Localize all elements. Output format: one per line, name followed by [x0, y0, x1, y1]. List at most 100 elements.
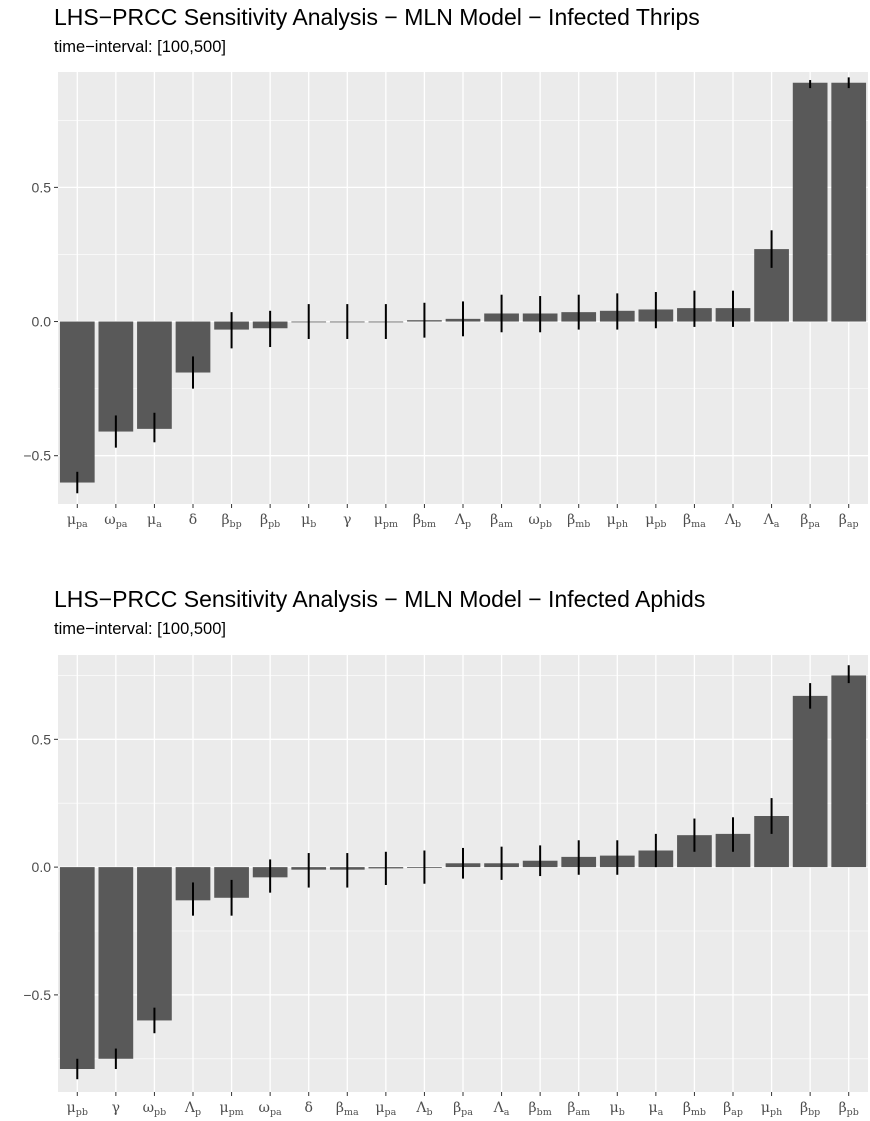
x-tick-subscript: pb: [154, 1107, 166, 1118]
chart-panel-aphids: LHS−PRCC Sensitivity Analysis − MLN Mode…: [0, 582, 870, 1121]
x-tick-subscript: pa: [76, 519, 88, 530]
x-tick-label: βma: [336, 1100, 359, 1118]
bar: [792, 695, 828, 868]
x-tick-subscript: b: [310, 519, 316, 530]
x-tick-subscript: mb: [691, 1107, 706, 1118]
x-tick-subscript: ph: [616, 519, 628, 530]
x-tick-label: Λp: [184, 1100, 201, 1118]
x-tick-subscript: bm: [421, 519, 436, 530]
x-tick-label: μpm: [219, 1100, 243, 1118]
y-tick-label: −0.5: [23, 987, 51, 1003]
x-tick-label: βbp: [221, 512, 241, 530]
plot-area-aphids: −0.5 0.0 0.5 μpb γ ωpb Λp μpm ωpa δ βma μpa Λb βpa Λa β…: [23, 655, 868, 1118]
x-tick-subscript: pb: [540, 519, 552, 530]
x-tick-subscript: mb: [575, 519, 590, 530]
x-tick-label: ωpb: [143, 1100, 167, 1118]
x-tick-subscript: am: [498, 519, 513, 530]
x-tick-label: βpa: [800, 512, 820, 530]
x-tick-subscript: pa: [385, 1107, 397, 1118]
x-tick-label: βpa: [453, 1100, 473, 1118]
x-tick-subscript: p: [195, 1107, 201, 1118]
x-tick-label: μph: [761, 1100, 782, 1118]
y-tick-label: 0.5: [32, 731, 52, 747]
x-tick-subscript: bp: [808, 1107, 820, 1118]
x-tick-subscript: pa: [116, 519, 128, 530]
x-tick-subscript: ph: [770, 1107, 782, 1118]
x-tick-label: γ: [112, 1100, 120, 1116]
x-tick-subscript: b: [426, 1107, 432, 1118]
x-tick-label: ωpa: [104, 512, 128, 530]
x-tick-label: μa: [147, 512, 162, 530]
bar: [59, 321, 95, 483]
chart-title: LHS−PRCC Sensitivity Analysis − MLN Mode…: [54, 4, 700, 30]
chart-subtitle: time−interval: [100,500]: [54, 38, 226, 56]
x-tick-label: μpa: [375, 1100, 396, 1118]
x-tick-label: βap: [723, 1100, 743, 1118]
x-tick-subscript: ap: [731, 1107, 743, 1118]
chart-title: LHS−PRCC Sensitivity Analysis − MLN Mode…: [54, 586, 706, 612]
x-tick-subscript: ap: [847, 519, 859, 530]
x-tick-label: μph: [607, 512, 628, 530]
x-tick-label: ωpb: [528, 512, 552, 530]
x-tick-subscript: pm: [229, 1107, 244, 1118]
x-tick-subscript: ma: [691, 519, 706, 530]
x-tick-label: δ: [304, 1100, 312, 1116]
bar: [137, 867, 172, 1021]
bar: [831, 82, 867, 322]
chart-subtitle: time−interval: [100,500]: [54, 620, 226, 638]
x-tick-subscript: pb: [76, 1107, 88, 1118]
x-tick-subscript: b: [735, 519, 741, 530]
x-tick-label: Λa: [763, 512, 780, 530]
x-tick-label: βmb: [683, 1100, 706, 1118]
bar: [98, 867, 134, 1059]
y-tick-label: 0.0: [32, 314, 52, 330]
plot-area-thrips: −0.5 0.0 0.5 μpa ωpa μa δ βbp βpb μb γ μpm βbm Λp βam ω…: [23, 72, 868, 530]
x-tick-label: Λb: [415, 1100, 432, 1118]
y-tick-label: −0.5: [23, 448, 51, 464]
x-tick-label: μa: [648, 1100, 663, 1118]
x-tick-subscript: am: [575, 1107, 590, 1118]
x-tick-subscript: pb: [654, 519, 666, 530]
x-tick-label: δ: [189, 512, 197, 528]
x-tick-label: μb: [301, 512, 316, 530]
x-tick-label: βpb: [260, 512, 280, 530]
x-tick-subscript: pa: [808, 519, 820, 530]
x-tick-label: βmb: [567, 512, 590, 530]
x-tick-label: Λp: [454, 512, 471, 530]
chart-panel-thrips: LHS−PRCC Sensitivity Analysis − MLN Mode…: [0, 0, 870, 555]
x-tick-label: βam: [490, 512, 513, 530]
x-tick-subscript: pb: [847, 1107, 859, 1118]
x-tick-label: μpm: [374, 512, 398, 530]
y-tick-label: 0.0: [32, 859, 52, 875]
x-tick-label: βbm: [413, 512, 436, 530]
x-tick-subscript: pa: [270, 1107, 282, 1118]
x-tick-label: βma: [683, 512, 706, 530]
x-tick-subscript: bm: [537, 1107, 552, 1118]
x-tick-label: μpb: [67, 1100, 88, 1118]
x-tick-label: βbp: [800, 1100, 820, 1118]
x-tick-label: γ: [343, 512, 351, 528]
x-tick-label: ωpa: [259, 1100, 283, 1118]
x-tick-label: βam: [567, 1100, 590, 1118]
x-tick-label: Λa: [493, 1100, 510, 1118]
y-tick-label: 0.5: [32, 179, 52, 195]
x-tick-subscript: b: [619, 1107, 625, 1118]
bar: [137, 321, 172, 429]
bar: [98, 321, 134, 432]
x-tick-label: μpa: [67, 512, 88, 530]
bar: [831, 675, 867, 868]
x-tick-label: βbm: [529, 1100, 552, 1118]
x-tick-subscript: pb: [268, 519, 280, 530]
bar: [59, 867, 95, 1069]
x-tick-subscript: a: [156, 519, 162, 530]
x-tick-subscript: pa: [461, 1107, 473, 1118]
x-tick-subscript: p: [465, 519, 471, 530]
x-tick-label: μpb: [645, 512, 666, 530]
x-tick-subscript: ma: [344, 1107, 359, 1118]
x-tick-subscript: a: [504, 1107, 510, 1118]
bar: [792, 82, 828, 322]
x-tick-subscript: a: [774, 519, 780, 530]
x-tick-label: βpb: [839, 1100, 859, 1118]
x-tick-label: βap: [839, 512, 859, 530]
x-tick-label: μb: [610, 1100, 625, 1118]
